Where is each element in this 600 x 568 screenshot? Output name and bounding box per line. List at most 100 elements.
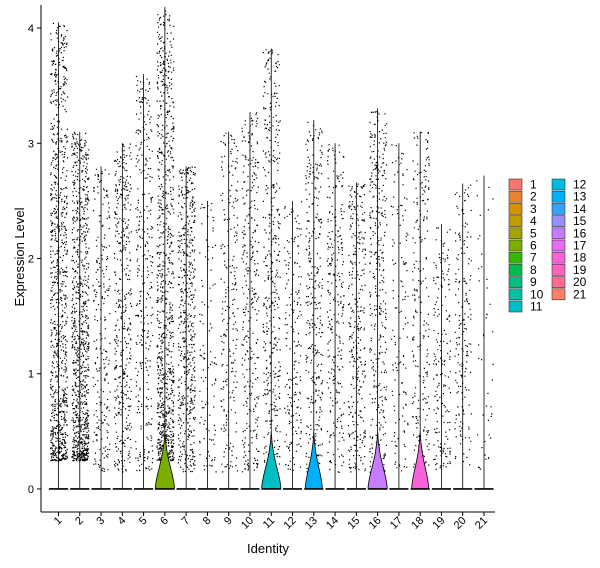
points-group-3	[92, 168, 111, 472]
legend-item-17: 17	[551, 239, 587, 253]
violin-8	[197, 200, 217, 490]
violin-17	[389, 143, 409, 490]
legend-label: 9	[530, 275, 537, 289]
x-tick-label: 3	[94, 515, 107, 528]
x-tick-label: 4	[116, 515, 129, 528]
legend-item-12: 12	[551, 178, 587, 192]
points-group-14	[326, 144, 345, 473]
x-tick-label: 6	[158, 515, 171, 528]
points-group-6	[156, 10, 175, 462]
legend-item-7: 7	[508, 251, 537, 265]
legend-label: 16	[573, 226, 587, 240]
points-group-18	[411, 131, 430, 472]
legend-item-6: 6	[508, 239, 537, 253]
x-axis-title: Identity	[247, 541, 289, 556]
y-tick-label: 2	[28, 254, 34, 266]
y-tick-label: 4	[28, 23, 34, 35]
x-tick-label: 12	[281, 515, 298, 532]
points-group-15	[347, 183, 366, 473]
x-axis: 1 2 3 4 5 6 7 8 9 10 11 12 13 14 15 16 17 18 19 20 21	[41, 511, 495, 532]
x-tick-label: 5	[137, 515, 150, 528]
x-tick-label: 17	[388, 515, 405, 532]
legend-label: 11	[530, 300, 543, 314]
violin-1	[48, 22, 69, 490]
legend-item-16: 16	[551, 226, 587, 240]
violin-9	[219, 131, 239, 490]
points-group-13	[305, 121, 324, 473]
legend-label: 4	[530, 214, 537, 228]
points-group-4	[113, 143, 132, 473]
violin-2	[70, 131, 90, 490]
violin-3	[91, 166, 111, 490]
legend-label: 19	[573, 263, 587, 277]
legend-label: 1	[530, 178, 537, 192]
y-axis-title: Expression Level	[12, 207, 27, 306]
points-group-8	[199, 203, 217, 473]
violin-18	[410, 131, 430, 490]
x-tick-label: 1	[52, 515, 65, 528]
violin-20	[453, 183, 473, 490]
legend-label: 13	[573, 190, 587, 204]
violin-15	[346, 182, 366, 490]
x-tick-label: 19	[430, 515, 447, 532]
legend-label: 18	[573, 251, 587, 265]
points-group-5	[135, 75, 154, 472]
points-group-7	[177, 166, 196, 473]
points-group-2	[71, 131, 90, 462]
legend-item-15: 15	[551, 214, 587, 228]
points-group-17	[390, 144, 409, 472]
legend-item-13: 13	[551, 190, 587, 204]
violin-11	[261, 48, 282, 490]
x-tick-label: 14	[324, 515, 341, 532]
legend-label: 12	[573, 178, 587, 192]
points-group-11	[262, 49, 281, 473]
violin-5	[134, 74, 154, 490]
legend-label: 17	[573, 239, 587, 253]
points-group-16	[369, 111, 388, 473]
legend-label: 5	[530, 226, 537, 240]
x-tick-label: 18	[409, 515, 426, 532]
points-group-20	[454, 184, 472, 466]
legend-label: 21	[573, 287, 587, 301]
legend-item-4: 4	[508, 214, 537, 228]
points-group-1	[50, 22, 69, 462]
legend-item-19: 19	[551, 263, 587, 277]
legend-item-5: 5	[508, 226, 537, 240]
y-tick-label: 3	[28, 138, 34, 150]
points-group-21	[476, 180, 494, 470]
violin-4	[112, 143, 132, 490]
x-tick-label: 10	[239, 515, 256, 532]
x-tick-label: 2	[73, 515, 86, 528]
legend-item-10: 10	[508, 287, 544, 301]
violins	[48, 6, 494, 490]
x-tick-label: 21	[473, 515, 490, 532]
x-tick-label: 16	[367, 515, 384, 532]
legend-label: 20	[573, 275, 587, 289]
violin-6	[154, 6, 175, 490]
y-tick-label: 1	[28, 369, 34, 381]
legend-item-21: 21	[551, 287, 587, 301]
legend-item-9: 9	[508, 275, 537, 289]
legend-item-8: 8	[508, 263, 537, 277]
legend-item-11: 11	[508, 300, 543, 314]
legend-label: 7	[530, 251, 537, 265]
legend-item-3: 3	[508, 202, 537, 216]
points-group-19	[433, 227, 452, 470]
data-points	[50, 10, 494, 473]
legend-label: 10	[530, 287, 544, 301]
legend-item-1: 1	[508, 178, 537, 192]
x-tick-label: 9	[222, 515, 235, 528]
violin-7	[176, 166, 196, 490]
x-tick-label: 11	[261, 515, 278, 532]
violin-12	[282, 200, 303, 490]
legend-item-20: 20	[551, 275, 587, 289]
legend-label: 15	[573, 214, 587, 228]
x-tick-label: 13	[303, 515, 320, 532]
y-axis: 0 1 2 3 4	[28, 5, 42, 512]
violin-19	[431, 223, 452, 490]
violin-21	[474, 175, 494, 490]
points-group-9	[220, 132, 239, 473]
x-tick-label: 7	[179, 515, 192, 528]
